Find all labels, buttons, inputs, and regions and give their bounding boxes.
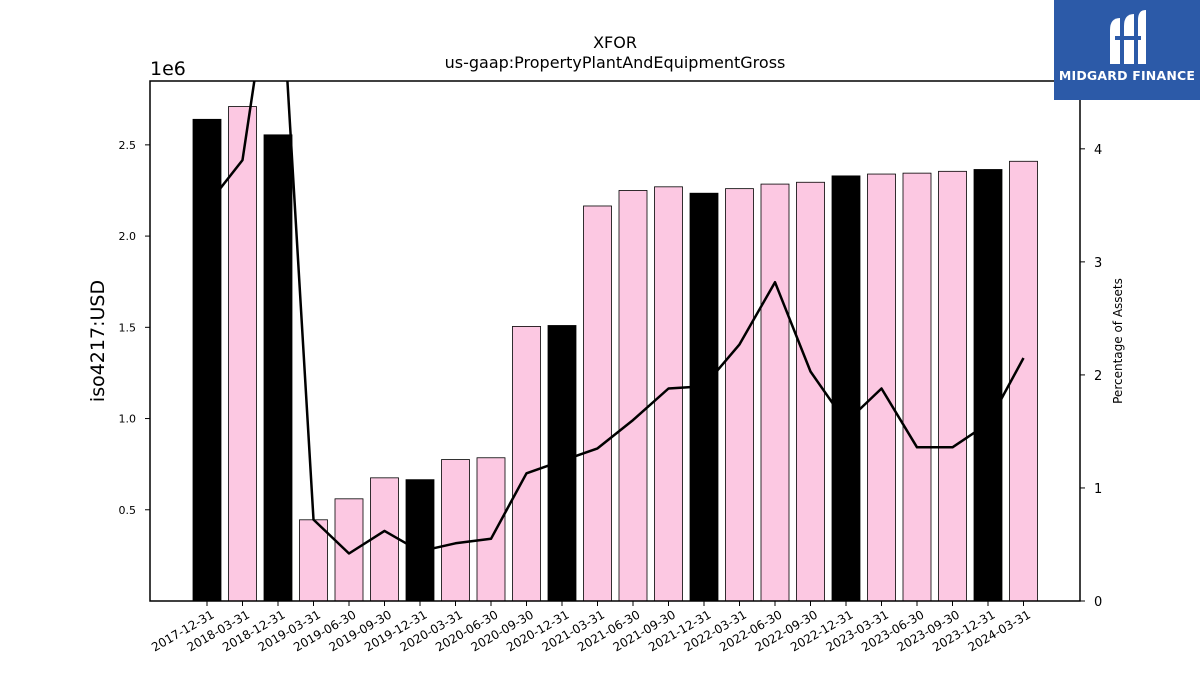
y2-tick-label: 0	[1094, 595, 1102, 610]
x-axis-ticks: 2017-12-312018-03-312018-12-312019-03-31…	[149, 601, 1033, 654]
y-tick-label: 1.5	[119, 321, 137, 334]
bar	[796, 181, 825, 602]
bar	[228, 106, 257, 602]
bar	[618, 190, 648, 602]
bar	[689, 192, 719, 602]
bar	[760, 183, 790, 602]
bar	[654, 186, 683, 602]
logo-icon	[1054, 6, 1200, 70]
bar	[938, 170, 967, 602]
y-tick-label: 0.5	[119, 504, 137, 517]
logo-text: MIDGARD FINANCE	[1058, 68, 1196, 83]
y2-tick-label: 2	[1094, 369, 1102, 384]
plot-frame	[149, 80, 1081, 602]
y-axis-ticks: 0.5 1.0 1.5 2.0 2.5	[119, 139, 150, 517]
chart-title: XFOR	[593, 33, 637, 52]
bar	[725, 188, 754, 602]
bar-group	[192, 106, 1038, 602]
y-axis-label: iso4217:USD	[87, 280, 109, 402]
y2-tick-label: 4	[1094, 143, 1102, 158]
y-tick-label: 2.0	[119, 230, 137, 243]
y2-axis-label: Percentage of Assets	[1111, 278, 1125, 404]
bar	[192, 118, 222, 602]
chart-subtitle: us-gaap:PropertyPlantAndEquipmentGross	[445, 53, 786, 72]
y2-axis-ticks: 0 1 2 3 4	[1080, 143, 1102, 610]
y2-tick-label: 3	[1094, 256, 1102, 271]
y-multiplier: 1e6	[150, 58, 186, 80]
bar	[512, 326, 541, 602]
bar	[334, 498, 364, 602]
bar	[263, 134, 293, 602]
line-group	[206, 81, 1025, 555]
bar	[583, 205, 612, 602]
bar	[370, 477, 399, 602]
logo: MIDGARD FINANCE	[1054, 0, 1200, 100]
bar	[476, 457, 506, 602]
bar	[1009, 160, 1038, 602]
y-tick-label: 1.0	[119, 413, 137, 426]
bar	[973, 169, 1003, 602]
y2-tick-label: 1	[1094, 482, 1102, 497]
y-tick-label: 2.5	[119, 139, 137, 152]
bar	[405, 479, 435, 602]
bar	[441, 459, 470, 602]
bar	[299, 519, 328, 602]
bar	[902, 172, 932, 602]
series-line	[206, 81, 1025, 555]
bar	[831, 175, 861, 602]
